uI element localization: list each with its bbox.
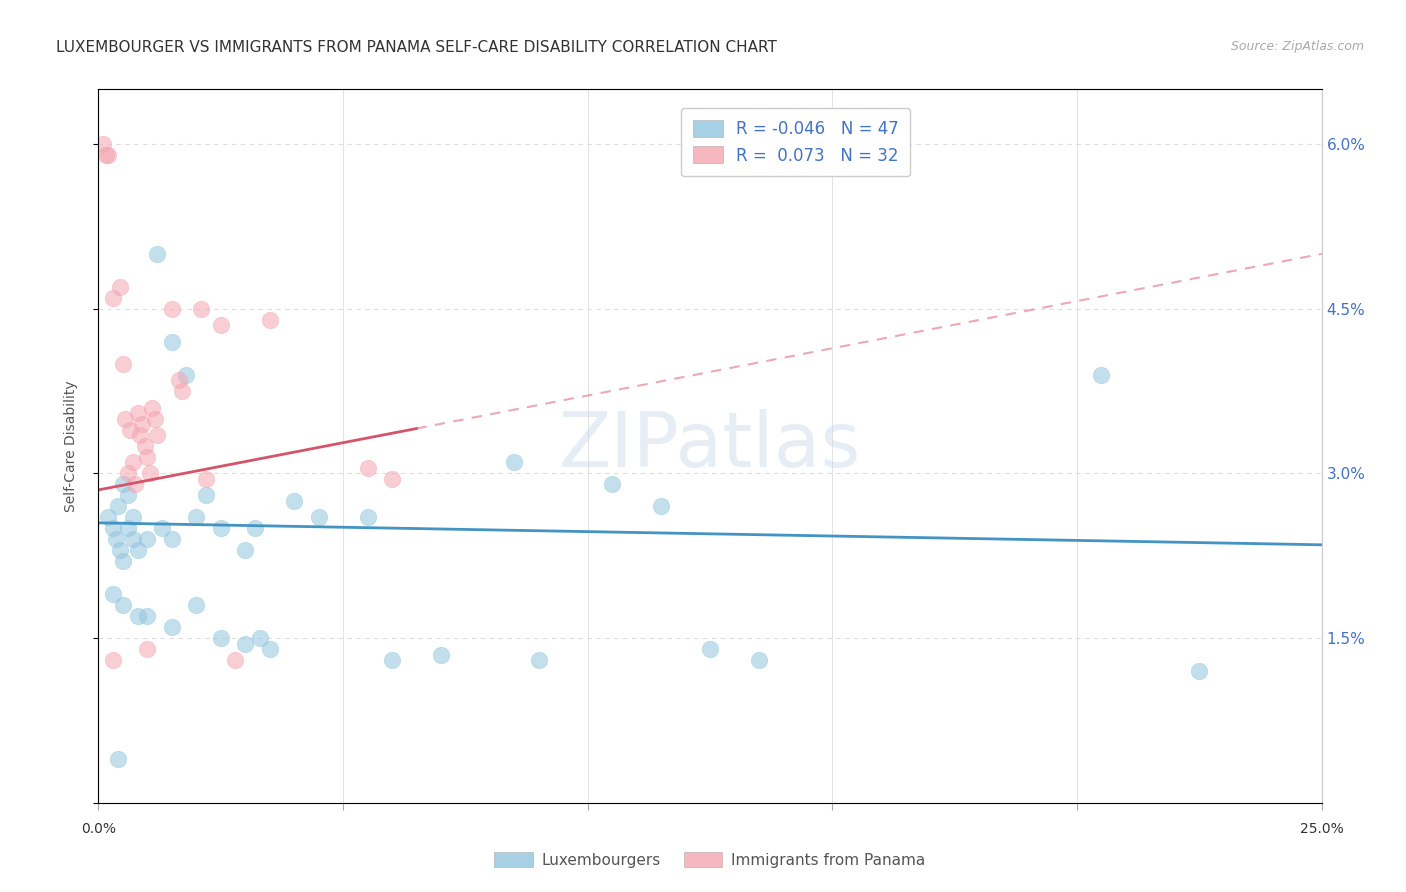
Point [127,609,149,624]
Point [131,417,153,431]
Point [259,642,281,657]
Text: 25.0%: 25.0% [1299,822,1344,837]
Point [748,653,770,667]
Point [136,609,159,624]
Point [110,280,132,294]
Point [146,428,169,442]
Point [91,137,114,152]
Point [111,357,134,371]
Point [259,312,281,326]
Point [356,461,378,475]
Point [101,291,124,305]
Point [117,488,139,502]
Point [101,587,124,601]
Point [249,631,271,645]
Point [430,648,453,662]
Point [160,334,183,349]
Point [699,642,721,657]
Point [209,318,232,333]
Point [117,467,139,481]
Point [111,554,134,568]
Text: ZIPatlas: ZIPatlas [558,409,862,483]
Point [308,510,330,524]
Point [94,148,117,162]
Point [124,477,146,491]
Point [150,521,173,535]
Point [121,455,143,469]
Point [190,301,212,316]
Point [136,450,159,464]
Point [111,477,134,491]
Point [143,411,166,425]
Point [195,488,218,502]
Point [127,543,149,558]
Point [186,598,208,612]
Point [1188,664,1211,678]
Point [121,533,143,547]
Point [129,428,152,442]
Point [209,631,232,645]
Point [224,653,246,667]
Point [136,533,159,547]
Point [97,510,120,524]
Point [136,642,159,657]
Point [107,752,129,766]
Text: LUXEMBOURGER VS IMMIGRANTS FROM PANAMA SELF-CARE DISABILITY CORRELATION CHART: LUXEMBOURGER VS IMMIGRANTS FROM PANAMA S… [56,40,778,55]
Point [381,472,404,486]
Point [600,477,623,491]
Point [356,510,378,524]
Point [167,373,190,387]
Point [233,637,256,651]
Point [160,301,183,316]
Point [101,653,124,667]
Point [381,653,404,667]
Point [101,521,124,535]
Point [170,384,193,398]
Point [120,423,142,437]
Point [117,521,139,535]
Point [233,543,256,558]
Point [160,533,183,547]
Point [104,533,127,547]
Point [121,510,143,524]
Point [110,543,132,558]
Point [111,598,134,612]
Text: 0.0%: 0.0% [82,822,115,837]
Point [650,500,672,514]
Y-axis label: Self-Care Disability: Self-Care Disability [63,380,77,512]
Point [176,368,198,382]
Point [134,439,156,453]
Point [1090,368,1112,382]
Point [97,148,120,162]
Point [243,521,266,535]
Point [527,653,550,667]
Point [114,411,136,425]
Point [283,494,305,508]
Point [209,521,232,535]
Legend: Luxembourgers, Immigrants from Panama: Luxembourgers, Immigrants from Panama [488,846,932,873]
Text: Source: ZipAtlas.com: Source: ZipAtlas.com [1230,40,1364,54]
Point [107,500,129,514]
Point [141,401,163,415]
Point [127,406,149,420]
Point [503,455,526,469]
Point [160,620,183,634]
Point [139,467,162,481]
Point [195,472,218,486]
Point [146,247,169,261]
Point [186,510,208,524]
